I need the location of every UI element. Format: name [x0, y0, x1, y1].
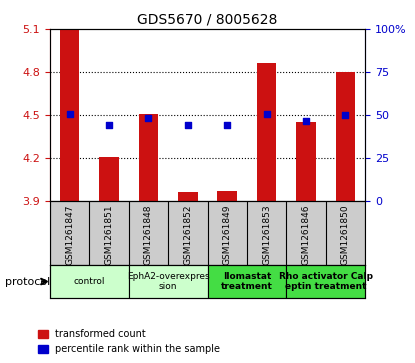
Legend: transformed count, percentile rank within the sample: transformed count, percentile rank withi…: [34, 326, 224, 358]
Bar: [178, 192, 198, 201]
FancyBboxPatch shape: [208, 265, 286, 298]
Bar: [60, 30, 79, 201]
FancyBboxPatch shape: [286, 265, 365, 298]
Text: GSM1261853: GSM1261853: [262, 204, 271, 265]
Text: GSM1261850: GSM1261850: [341, 204, 350, 265]
Text: EphA2-overexpres
sion: EphA2-overexpres sion: [127, 272, 210, 291]
FancyBboxPatch shape: [50, 265, 129, 298]
Point: [264, 111, 270, 117]
Text: Ilomastat
treatment: Ilomastat treatment: [221, 272, 273, 291]
Point: [303, 118, 309, 124]
Point: [342, 112, 349, 118]
Text: control: control: [73, 277, 105, 286]
Bar: [139, 114, 158, 201]
Bar: [296, 122, 316, 201]
Text: GSM1261847: GSM1261847: [65, 204, 74, 265]
Text: GSM1261852: GSM1261852: [183, 204, 192, 265]
Text: GSM1261849: GSM1261849: [223, 204, 232, 265]
Text: Rho activator Calp
eptin treatment: Rho activator Calp eptin treatment: [279, 272, 373, 291]
Text: GSM1261851: GSM1261851: [105, 204, 113, 265]
Text: protocol: protocol: [5, 277, 50, 286]
Point: [66, 111, 73, 117]
Text: GSM1261848: GSM1261848: [144, 204, 153, 265]
Point: [224, 122, 231, 128]
Bar: [257, 64, 276, 201]
FancyBboxPatch shape: [129, 265, 208, 298]
Bar: [336, 72, 355, 201]
Bar: [99, 156, 119, 201]
Point: [145, 115, 152, 121]
Text: GSM1261846: GSM1261846: [302, 204, 310, 265]
Title: GDS5670 / 8005628: GDS5670 / 8005628: [137, 12, 278, 26]
Point: [105, 122, 112, 128]
Bar: [217, 191, 237, 201]
Point: [184, 122, 191, 128]
